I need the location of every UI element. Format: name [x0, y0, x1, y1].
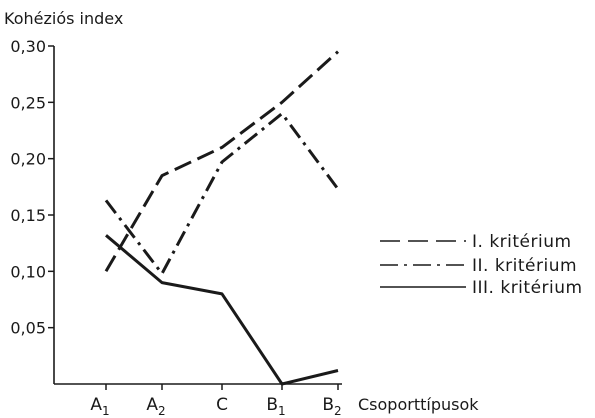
axes	[53, 46, 342, 385]
y-ticks: 0,30 0,25 0,20 0,15 0,10 0,05	[10, 37, 54, 338]
series-line-3	[105, 234, 339, 386]
legend-label-2: II. kritérium	[472, 256, 577, 276]
y-axis-title: Kohéziós index	[4, 9, 123, 28]
y-tick-label: 0,30	[10, 37, 46, 56]
y-tick-label: 0,25	[10, 93, 46, 112]
x-ticks: A1 A2 C B1 B2	[90, 384, 342, 418]
series-line-2	[104, 112, 340, 276]
series-line-1	[104, 50, 340, 273]
x-tick-label: A1	[90, 395, 109, 418]
y-tick-label: 0,15	[10, 206, 46, 225]
x-axis-title: Csoporttípusok	[358, 395, 479, 414]
x-tick-label: B1	[266, 395, 285, 418]
legend-label-1: I. kritérium	[472, 232, 572, 252]
x-tick-label: C	[216, 395, 228, 415]
y-tick-label: 0,20	[10, 150, 46, 169]
x-tick-label: A2	[146, 395, 165, 418]
x-tick-label: B2	[322, 395, 341, 418]
y-tick-label: 0,10	[10, 262, 46, 281]
legend-label-3: III. kritérium	[472, 278, 583, 298]
series-lines	[104, 50, 340, 386]
y-tick-label: 0,05	[10, 319, 46, 338]
